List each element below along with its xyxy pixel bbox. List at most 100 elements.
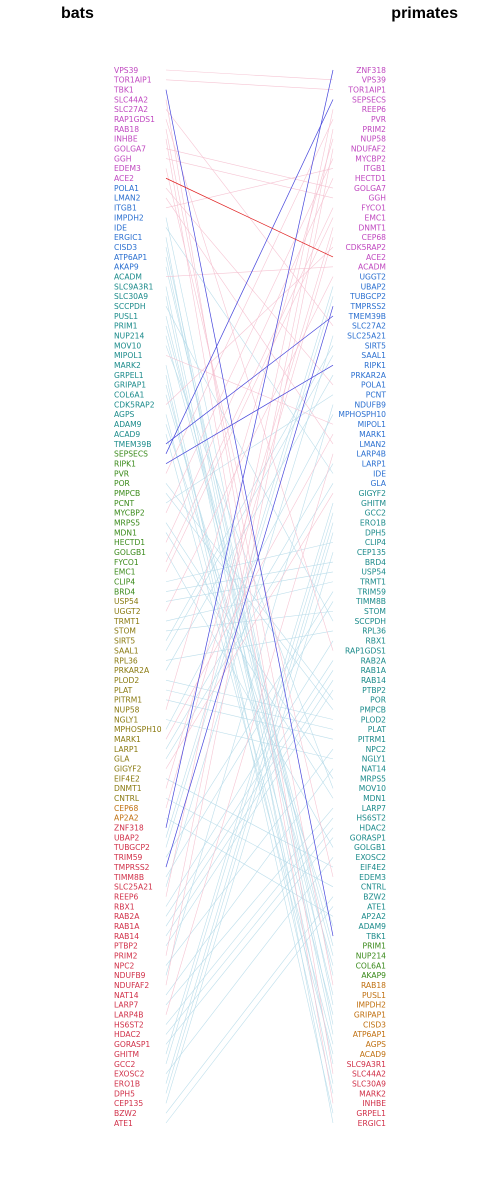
right-label-eif4e2: EIF4E2 <box>360 863 386 872</box>
right-label-tmprss2: TMPRSS2 <box>349 302 386 311</box>
link-reep6 <box>165 109 334 897</box>
right-label-ndufaf2: NDUFAF2 <box>351 145 386 154</box>
left-label-ide: IDE <box>114 223 127 232</box>
right-label-cisd3: CISD3 <box>363 1020 386 1029</box>
right-label-plod2: PLOD2 <box>361 715 386 724</box>
left-label-uggt2: UGGT2 <box>114 607 141 616</box>
right-label-ptbp2: PTBP2 <box>362 686 386 695</box>
left-label-plod2: PLOD2 <box>114 676 139 685</box>
left-labels: VPS39TOR1AIP1TBK1SLC44A2SLC27A2RAP1GDS1R… <box>113 66 162 1128</box>
right-label-tubgcp2: TUBGCP2 <box>349 292 386 301</box>
link-pola1 <box>165 187 334 386</box>
link-sepsecs <box>165 99 334 454</box>
link-acad9 <box>165 434 334 1055</box>
link-mycbp2 <box>165 158 334 513</box>
left-label-ero1b: ERO1B <box>114 1079 140 1088</box>
link-larp4b <box>165 453 334 1015</box>
right-label-sccpdh: SCCPDH <box>354 617 386 626</box>
right-label-akap9: AKAP9 <box>361 971 386 980</box>
left-label-pmpcb: PMPCB <box>114 489 140 498</box>
right-label-tmem39b: TMEM39B <box>348 312 386 321</box>
link-exosc2 <box>165 857 334 1074</box>
link-slc25a21 <box>165 335 334 887</box>
right-label-grpel1: GRPEL1 <box>356 1109 386 1118</box>
left-label-impdh2: IMPDH2 <box>114 213 144 222</box>
right-label-cep135: CEP135 <box>357 548 386 557</box>
link-emc1 <box>165 217 334 573</box>
left-label-hs6st2: HS6ST2 <box>114 1020 144 1029</box>
left-label-gla: GLA <box>114 755 130 764</box>
right-label-nat14: NAT14 <box>361 765 386 774</box>
right-label-ap2a2: AP2A2 <box>361 912 386 921</box>
right-label-bzw2: BZW2 <box>363 892 386 901</box>
right-label-ggh: GGH <box>369 194 386 203</box>
link-gcc2 <box>165 512 334 1065</box>
link-ap2a2 <box>165 817 334 917</box>
left-label-edem3: EDEM3 <box>114 164 141 173</box>
left-label-cdk5rap2: CDK5RAP2 <box>114 400 155 409</box>
right-label-cdk5rap2: CDK5RAP2 <box>345 243 386 252</box>
right-label-dph5: DPH5 <box>365 528 386 537</box>
left-label-rbx1: RBX1 <box>114 902 135 911</box>
right-label-dnmt1: DNMT1 <box>358 223 386 232</box>
link-tubgcp2 <box>165 296 334 848</box>
right-label-usp54: USP54 <box>361 568 386 577</box>
left-label-pvr: PVR <box>114 469 130 478</box>
left-label-mphosph10: MPHOSPH10 <box>114 725 162 734</box>
left-label-tor1aip1: TOR1AIP1 <box>113 76 152 85</box>
left-label-hectd1: HECTD1 <box>114 538 145 547</box>
left-label-gcc2: GCC2 <box>114 1060 135 1069</box>
right-label-ndufb9: NDUFB9 <box>355 400 387 409</box>
left-label-slc25a21: SLC25A21 <box>114 883 153 892</box>
right-label-agps: AGPS <box>366 1040 387 1049</box>
left-label-slc44a2: SLC44A2 <box>114 95 148 104</box>
link-golga7 <box>165 148 334 189</box>
right-label-larp1: LARP1 <box>362 459 386 468</box>
left-label-vps39: VPS39 <box>114 66 138 75</box>
left-label-rab1a: RAB1A <box>114 922 140 931</box>
link-nup58 <box>165 138 334 710</box>
link-ghitm <box>165 502 334 1055</box>
right-label-pusl1: PUSL1 <box>362 991 386 1000</box>
right-label-mrps5: MRPS5 <box>360 774 386 783</box>
left-label-trim59: TRIM59 <box>113 853 143 862</box>
left-label-golga7: GOLGA7 <box>114 145 146 154</box>
left-label-pusl1: PUSL1 <box>114 312 138 321</box>
link-ubap2 <box>165 286 334 838</box>
left-label-rab18: RAB18 <box>114 125 139 134</box>
right-label-por: POR <box>370 696 387 705</box>
left-label-saal1: SAAL1 <box>114 646 139 655</box>
left-label-brd4: BRD4 <box>114 587 135 596</box>
right-label-emc1: EMC1 <box>365 213 387 222</box>
right-label-prkar2a: PRKAR2A <box>351 371 387 380</box>
right-label-tor1aip1: TOR1AIP1 <box>347 85 386 94</box>
right-label-ubap2: UBAP2 <box>361 282 387 291</box>
link-rbx1 <box>165 640 334 907</box>
right-label-gcc2: GCC2 <box>365 509 386 518</box>
right-label-impdh2: IMPDH2 <box>356 1001 386 1010</box>
left-label-agps: AGPS <box>114 410 135 419</box>
left-label-slc27a2: SLC27A2 <box>114 105 148 114</box>
left-label-hdac2: HDAC2 <box>114 1030 141 1039</box>
right-label-larp4b: LARP4B <box>357 450 387 459</box>
left-label-ggh: GGH <box>114 154 131 163</box>
left-label-mycbp2: MYCBP2 <box>114 509 145 518</box>
left-label-sepsecs: SEPSECS <box>114 450 148 459</box>
right-label-znf318: ZNF318 <box>356 66 386 75</box>
left-label-ace2: ACE2 <box>114 174 134 183</box>
link-mipol1 <box>165 355 334 425</box>
right-label-pola1: POLA1 <box>361 381 386 390</box>
link-cep135 <box>165 552 334 1104</box>
right-label-edem3: EDEM3 <box>359 873 386 882</box>
left-label-mark1: MARK1 <box>114 735 141 744</box>
left-label-por: POR <box>114 479 131 488</box>
left-label-tbk1: TBK1 <box>113 85 134 94</box>
right-label-trim59: TRIM59 <box>357 587 387 596</box>
left-label-dnmt1: DNMT1 <box>114 784 142 793</box>
right-label-brd4: BRD4 <box>365 558 386 567</box>
link-col6a1 <box>165 394 334 966</box>
link-ripk1 <box>165 364 334 464</box>
link-tmem39b <box>165 315 334 445</box>
left-label-stom: STOM <box>114 627 136 636</box>
